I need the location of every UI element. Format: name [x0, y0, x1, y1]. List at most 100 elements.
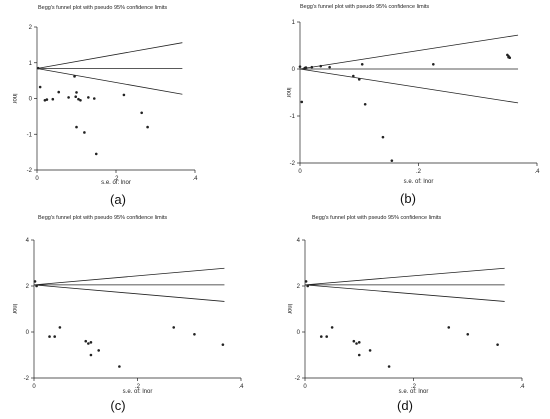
- study-point: [38, 85, 42, 89]
- study-point: [73, 75, 76, 78]
- y-tick-label: 1: [29, 61, 33, 67]
- upper-confidence-limit: [299, 34, 519, 70]
- y-tick-label: -2: [295, 376, 301, 382]
- study-point: [360, 63, 364, 66]
- x-tick-label: 0: [35, 176, 39, 182]
- chart-title: Begg's funnel plot with pseudo 95% confi…: [38, 215, 167, 221]
- chart-title: Begg's funnel plot with pseudo 95% confi…: [300, 4, 429, 10]
- x-tick-label: .4: [192, 176, 198, 182]
- upper-confidence-limit: [36, 42, 183, 69]
- study-point: [51, 97, 55, 101]
- panel-label: (d): [397, 398, 413, 413]
- study-point: [330, 326, 334, 329]
- study-point: [508, 56, 512, 60]
- upper-confidence-limit: [304, 267, 505, 286]
- study-point: [328, 65, 331, 69]
- x-axis-label: s.e. of: lnor: [399, 389, 429, 395]
- study-point: [357, 341, 361, 344]
- study-point: [87, 96, 90, 99]
- y-tick-label: 1: [292, 20, 296, 26]
- study-point: [75, 125, 78, 129]
- study-point: [89, 341, 93, 344]
- x-tick-label: 0: [32, 384, 36, 390]
- x-tick-label: .4: [238, 384, 244, 390]
- y-axis-label: lnor: [286, 304, 292, 314]
- study-point: [87, 342, 90, 345]
- x-axis-label: s.e. of: lnor: [123, 389, 153, 395]
- chart-title: Begg's funnel plot with pseudo 95% confi…: [38, 5, 167, 11]
- study-point: [381, 135, 385, 139]
- study-point: [118, 365, 121, 368]
- panel-label: (b): [400, 191, 416, 206]
- study-point: [357, 353, 361, 357]
- study-point: [58, 326, 62, 329]
- study-point: [352, 339, 356, 343]
- study-point: [304, 280, 308, 283]
- study-point: [447, 326, 451, 329]
- study-point: [33, 280, 37, 283]
- y-tick-label: 0: [26, 330, 30, 336]
- funnel-panel: Begg's funnel plot with pseudo 95% confi…: [285, 4, 540, 206]
- study-point: [432, 63, 435, 66]
- lower-confidence-limit: [304, 284, 505, 302]
- y-tick-label: -2: [27, 168, 33, 174]
- study-point: [43, 98, 47, 102]
- study-point: [74, 95, 78, 99]
- study-point: [79, 98, 82, 102]
- y-tick-label: -1: [27, 132, 33, 138]
- study-point: [352, 74, 355, 78]
- x-tick-label: .2: [416, 169, 422, 175]
- lower-confidence-limit: [36, 68, 183, 95]
- x-tick-label: .2: [135, 384, 141, 390]
- study-point: [89, 353, 93, 357]
- study-point: [35, 284, 38, 288]
- study-point: [36, 66, 40, 70]
- x-axis-label: s.e. of: lnor: [404, 179, 434, 185]
- study-point: [77, 97, 80, 101]
- study-point: [84, 339, 88, 343]
- study-point: [310, 65, 314, 69]
- y-tick-label: 0: [292, 67, 296, 73]
- study-point: [306, 284, 310, 288]
- y-tick-label: 4: [297, 238, 301, 244]
- study-point: [298, 65, 302, 68]
- y-tick-label: 0: [29, 97, 33, 103]
- study-point: [122, 93, 126, 97]
- study-point: [94, 152, 98, 156]
- study-point: [319, 335, 323, 338]
- study-point: [53, 335, 56, 338]
- study-point: [193, 333, 196, 336]
- study-point: [304, 66, 308, 69]
- study-point: [48, 335, 51, 338]
- study-point: [325, 335, 329, 338]
- study-point: [300, 100, 304, 104]
- x-tick-label: .2: [411, 384, 417, 390]
- study-point: [319, 64, 323, 68]
- study-point: [140, 111, 143, 115]
- y-tick-label: -2: [24, 376, 30, 382]
- y-tick-label: 0: [297, 330, 301, 336]
- funnel-panel: Begg's funnel plot with pseudo 95% confi…: [11, 215, 244, 413]
- study-point: [387, 365, 391, 368]
- study-point: [363, 102, 367, 106]
- study-point: [357, 78, 361, 81]
- study-point: [355, 342, 358, 345]
- x-tick-label: .4: [534, 169, 540, 175]
- study-point: [368, 349, 372, 352]
- funnel-panel: Begg's funnel plot with pseudo 95% confi…: [11, 5, 198, 207]
- panel-label: (c): [110, 398, 125, 413]
- x-tick-label: 0: [303, 384, 307, 390]
- y-axis-label: lnor: [11, 93, 17, 103]
- upper-confidence-limit: [33, 267, 225, 286]
- lower-confidence-limit: [299, 68, 519, 104]
- study-point: [57, 90, 61, 94]
- y-axis-label: lnor: [285, 87, 291, 97]
- lower-confidence-limit: [33, 284, 225, 302]
- x-tick-label: .2: [113, 176, 119, 182]
- study-point: [466, 333, 470, 336]
- study-point: [83, 131, 86, 134]
- y-tick-label: 2: [297, 284, 301, 290]
- study-point: [45, 98, 49, 101]
- study-point: [390, 159, 394, 162]
- study-point: [496, 343, 499, 346]
